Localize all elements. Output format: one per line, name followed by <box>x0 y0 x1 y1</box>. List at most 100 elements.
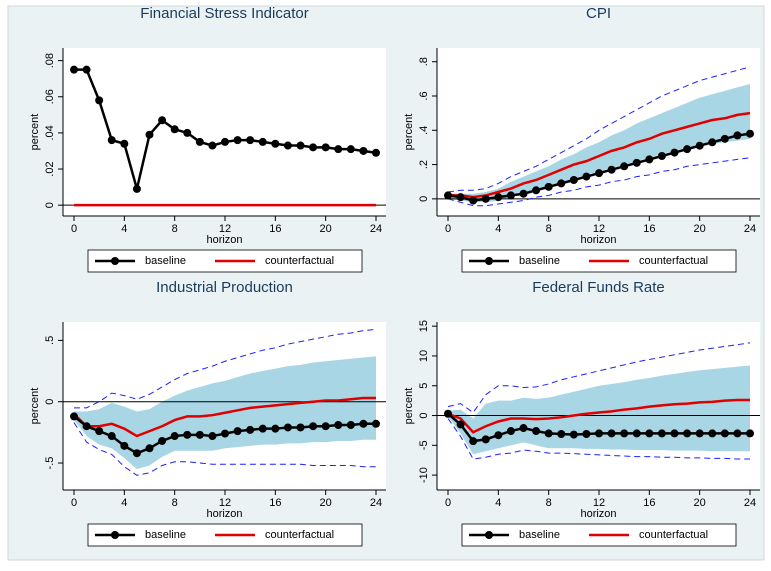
series-marker <box>334 421 343 430</box>
x-tick-label: 4 <box>121 223 127 235</box>
x-tick-label: 4 <box>495 223 501 235</box>
series-marker <box>132 449 141 458</box>
dashed-bound <box>447 418 750 460</box>
dashed-bound <box>447 342 751 414</box>
y-tick-label: .06 <box>44 89 56 104</box>
legend-marker <box>111 257 119 265</box>
legend-label: counterfactual <box>639 529 708 541</box>
y-tick-label: 0 <box>418 196 430 202</box>
series-marker <box>494 193 503 202</box>
x-tick-label: 8 <box>172 497 178 509</box>
legend-label: counterfactual <box>265 529 334 541</box>
series-marker <box>645 155 654 164</box>
legend-marker <box>111 531 119 539</box>
y-axis-title: percent <box>403 388 415 425</box>
series-marker <box>494 431 503 440</box>
x-tick-label: 8 <box>546 223 552 235</box>
series-marker <box>532 186 541 195</box>
series-marker <box>733 131 742 140</box>
y-tick-label: .08 <box>44 53 56 68</box>
y-tick-label: .2 <box>418 160 430 169</box>
series-marker <box>258 137 267 146</box>
x-axis-title: horizon <box>206 508 242 520</box>
series-marker <box>271 424 280 433</box>
x-tick-label: 20 <box>694 497 706 509</box>
dashed-bound <box>74 328 377 409</box>
series-marker <box>271 139 280 148</box>
series-marker <box>334 145 343 154</box>
series-marker <box>183 430 192 439</box>
x-axis-title: horizon <box>580 234 616 246</box>
y-axis-title: percent <box>29 114 41 151</box>
legend-label: baseline <box>145 255 186 267</box>
series-marker <box>733 429 742 438</box>
legend-label: baseline <box>145 529 186 541</box>
series-marker <box>695 429 704 438</box>
series-marker <box>208 432 217 441</box>
x-tick-label: 16 <box>269 497 281 509</box>
x-tick-label: 24 <box>744 223 756 235</box>
series-marker <box>620 429 629 438</box>
series-marker <box>145 130 154 139</box>
series-marker <box>283 423 292 432</box>
x-tick-label: 24 <box>370 223 382 235</box>
series-marker <box>246 136 255 145</box>
x-tick-label: 16 <box>643 497 655 509</box>
dashed-bound <box>447 66 751 193</box>
series-marker <box>456 193 465 202</box>
series-marker <box>506 427 515 436</box>
y-tick-label: .5 <box>44 336 56 345</box>
series-marker <box>670 429 679 438</box>
series-marker <box>683 429 692 438</box>
series-marker <box>359 419 368 428</box>
series-marker <box>70 412 78 421</box>
legend-marker <box>485 531 493 539</box>
series-marker <box>595 169 603 178</box>
series-marker <box>258 424 267 433</box>
series-line <box>73 396 376 438</box>
series-marker <box>519 424 528 433</box>
y-tick-label: .6 <box>418 91 430 100</box>
series-marker <box>607 165 616 174</box>
x-tick-label: 4 <box>121 497 127 509</box>
series-marker <box>246 425 255 434</box>
x-tick-label: 12 <box>219 497 231 509</box>
series-marker <box>746 129 754 138</box>
y-tick-label: -10 <box>418 467 430 483</box>
series-marker <box>221 137 229 146</box>
x-tick-label: 16 <box>269 223 281 235</box>
x-tick-label: 0 <box>445 497 451 509</box>
y-tick-label: -5 <box>418 440 430 450</box>
dashed-bound <box>73 422 376 476</box>
legend-label: baseline <box>519 255 560 267</box>
x-axis-title: horizon <box>206 234 242 246</box>
x-tick-label: 16 <box>643 223 655 235</box>
series-marker <box>70 65 78 74</box>
x-tick-label: 8 <box>546 497 552 509</box>
series-marker <box>107 432 116 441</box>
series-marker <box>183 128 192 137</box>
y-tick-label: 5 <box>418 383 430 389</box>
series-marker <box>309 143 318 152</box>
series-marker <box>82 422 91 431</box>
x-tick-label: 4 <box>495 497 501 509</box>
series-marker <box>582 430 591 438</box>
series-marker <box>82 65 91 74</box>
series-marker <box>95 427 104 436</box>
series-marker <box>132 184 141 193</box>
y-tick-label: 0 <box>44 399 56 405</box>
series-marker <box>481 194 490 203</box>
series-marker <box>95 96 104 105</box>
series-marker <box>632 158 641 167</box>
series-marker <box>544 429 553 438</box>
series-marker <box>708 429 717 438</box>
x-tick-label: 20 <box>694 223 706 235</box>
series-marker <box>321 143 330 152</box>
series-marker <box>582 172 591 181</box>
series-marker <box>158 116 167 125</box>
series-marker <box>158 436 167 445</box>
y-axis-title: percent <box>29 388 41 425</box>
x-tick-label: 12 <box>219 223 231 235</box>
